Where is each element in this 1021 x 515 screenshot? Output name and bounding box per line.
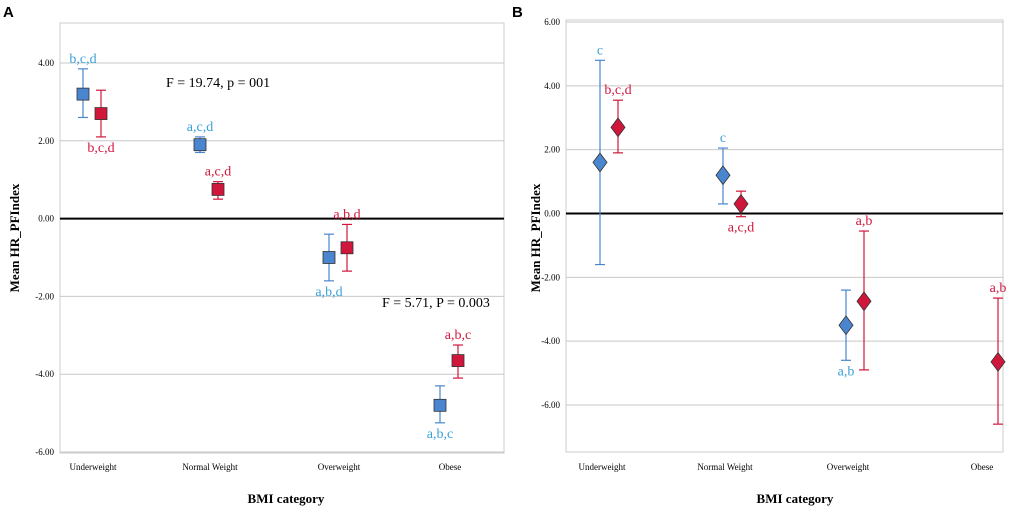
x-tick-label: Underweight [70,462,117,472]
mean-marker [715,165,731,186]
y-tick-label: 4.00 [544,81,560,91]
red-series-point: b,c,d [604,83,632,154]
blue-series-point: c [715,131,731,205]
significance-label: a,b [838,364,855,379]
significance-label: a,b,c [427,427,453,442]
panel-a-gridlines [60,62,504,453]
y-tick-label: 6.00 [544,17,560,27]
red-series-point: b,c,d [87,89,115,156]
x-tick-label: Overweight [827,462,870,472]
mean-marker [211,183,225,196]
mean-marker [193,138,207,152]
panel-b-x-ticks: Underweight Normal Weight Overweight Obese [579,462,994,472]
y-tick-label: -2.00 [35,291,54,301]
mean-marker [340,241,354,255]
mean-marker [451,354,465,367]
y-tick-label: -4.00 [35,369,54,379]
panel-b-x-axis-label: BMI category [757,491,834,506]
mean-marker [610,117,626,138]
mean-marker [838,315,854,336]
red-series-point: a,c,d [205,165,231,200]
mean-marker [592,152,608,173]
significance-label: c [720,131,726,146]
y-tick-label: 0.00 [38,214,54,224]
significance-label: a,c,d [728,221,754,236]
panel-a-marks: b,c,d a,c,d a,b,d a,b,c b,c,d a,c,d a,b,d a,b,c [69,52,471,442]
panel-b-y-ticks: 6.00 4.00 2.00 0.00 -2.00 -4.00 -6.00 [541,17,560,410]
y-tick-label: -6.00 [35,447,54,457]
y-tick-label: 2.00 [38,136,54,146]
red-series-point: a,b,c [445,328,471,379]
x-tick-label: Underweight [579,462,626,472]
mean-marker [94,107,108,120]
x-tick-label: Overweight [318,462,361,472]
blue-series-point: c [592,43,608,266]
panel-a-x-ticks: Underweight Normal Weight Overweight Obese [70,462,462,472]
significance-label: a,b,d [315,285,342,300]
y-tick-label: 4.00 [38,58,54,68]
panel-a-y-axis-label: Mean HR_PFIndex [7,183,22,292]
y-tick-label: -6.00 [541,400,560,410]
y-tick-label: 2.00 [544,145,560,155]
significance-label: a,c,d [205,165,231,180]
x-tick-label: Obese [971,462,994,472]
blue-series-point: b,c,d [69,52,97,119]
significance-label: c [597,43,603,58]
panel-b-y-axis-label: Mean HR_PFIndex [528,183,543,292]
blue-series-point: a,b,d [315,233,343,300]
red-series-point: a,b [990,281,1007,425]
panel-a: A 4.00 2.00 0.00 -2.00 -4.00 -6.00 Underweigh… [3,4,505,506]
panel-a-letter: A [3,4,14,21]
x-tick-label: Normal Weight [182,462,238,472]
mean-marker [856,291,872,312]
red-series-point: a,c,d [728,190,754,236]
significance-label: a,b [856,214,873,229]
mean-marker [990,351,1006,372]
significance-label: b,c,d [69,52,96,67]
panel-b: B 6.00 4.00 2.00 0.00 -2.00 -4.00 -6.00 Underw… [512,4,1006,506]
significance-label: a,b,d [333,207,360,222]
blue-series-point: a,c,d [187,120,213,154]
blue-series-point: a,b,c [427,385,453,442]
mean-marker [76,87,90,101]
panel-b-gridlines [566,21,1003,406]
significance-label: b,c,d [87,141,114,156]
panel-a-x-axis-label: BMI category [248,491,325,506]
panel-a-y-ticks: 4.00 2.00 0.00 -2.00 -4.00 -6.00 [35,58,54,457]
y-tick-label: 0.00 [544,209,560,219]
y-tick-label: -2.00 [541,272,560,282]
red-series-point: a,b,d [333,207,361,272]
red-series-point: a,b [856,214,873,371]
blue-series-point: a,b [838,289,855,379]
significance-label: a,b,c [445,328,471,343]
panel-b-marks: c c a,b b,c,d a,c,d a,b a,b [592,43,1007,425]
mean-marker [322,251,336,264]
panel-a-stat-annotation-1: F = 19.74, p = 001 [166,76,270,91]
panel-a-plot-area [59,22,505,454]
x-tick-label: Normal Weight [697,462,753,472]
significance-label: a,b [990,281,1007,296]
panel-a-stat-annotation-2: F = 5.71, P = 0.003 [382,296,490,311]
panel-b-plot-area [565,19,1004,453]
mean-marker [733,193,749,214]
mean-marker [433,398,447,412]
x-tick-label: Obese [439,462,462,472]
significance-label: a,c,d [187,120,213,135]
panel-b-letter: B [512,4,523,21]
y-tick-label: -4.00 [541,336,560,346]
significance-label: b,c,d [604,83,631,98]
